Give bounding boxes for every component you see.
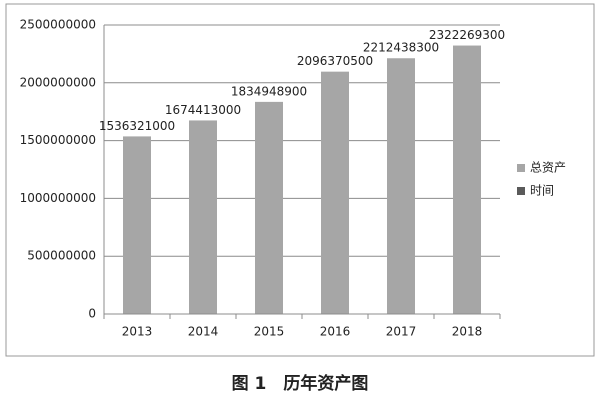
y-tick-label: 500000000 (27, 249, 96, 263)
x-tick-label: 2016 (320, 325, 351, 339)
data-label: 2322269300 (429, 28, 505, 42)
x-tick-label: 2015 (254, 325, 285, 339)
bar (189, 120, 217, 314)
legend-swatch (517, 187, 525, 195)
bar (387, 58, 415, 315)
chart-border (5, 3, 595, 357)
legend-label: 总资产 (530, 161, 566, 175)
y-tick-label: 2000000000 (20, 75, 96, 89)
bar (321, 71, 349, 314)
y-tick-label: 1500000000 (20, 133, 96, 147)
x-tick-label: 2013 (122, 325, 153, 339)
x-tick-label: 2014 (188, 325, 219, 339)
data-label: 2212438300 (363, 41, 439, 55)
y-tick-label: 0 (88, 307, 96, 321)
y-tick-label: 2500000000 (20, 18, 96, 32)
data-label: 1834948900 (231, 84, 307, 98)
data-label: 2096370500 (297, 54, 373, 68)
x-tick-label: 2018 (452, 325, 483, 339)
data-label: 1536321000 (99, 119, 175, 133)
legend-label: 时间 (530, 184, 554, 198)
bar (453, 45, 481, 315)
data-label: 1674413000 (165, 103, 241, 117)
bar (255, 101, 283, 314)
caption: 图 1 历年资产图 (232, 373, 369, 394)
bar (123, 136, 151, 314)
legend-swatch (517, 164, 525, 172)
y-tick-label: 1000000000 (20, 191, 96, 205)
x-tick-label: 2017 (386, 325, 417, 339)
